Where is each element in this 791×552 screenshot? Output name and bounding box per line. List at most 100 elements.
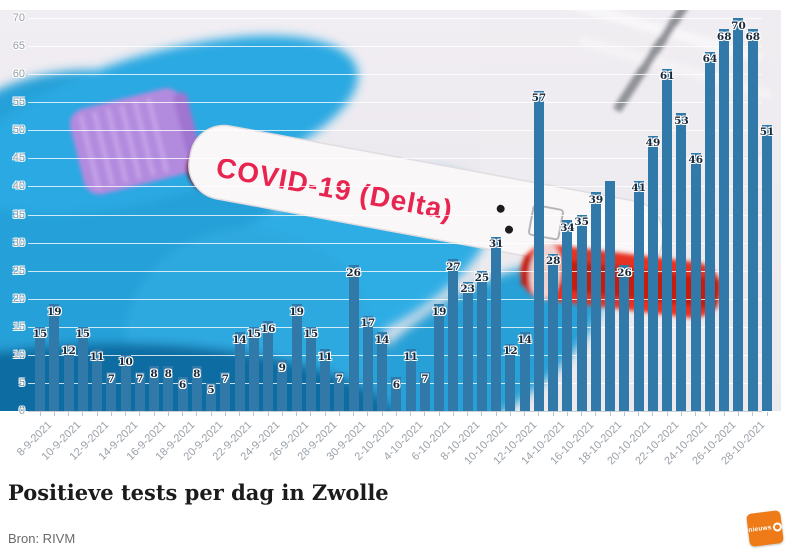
bar-value-label: 9 bbox=[278, 361, 286, 374]
bar bbox=[177, 377, 188, 411]
y-tick-label: 10 bbox=[12, 348, 25, 361]
axis-tick bbox=[552, 412, 554, 416]
bar bbox=[733, 18, 744, 411]
bar bbox=[562, 220, 573, 411]
axis-tick bbox=[566, 412, 568, 416]
dot-icon bbox=[496, 204, 505, 213]
axis-tick bbox=[353, 412, 355, 416]
gridline bbox=[28, 326, 762, 328]
axis-tick bbox=[410, 412, 412, 416]
axis-tick bbox=[481, 412, 483, 416]
bar bbox=[462, 281, 473, 411]
y-tick-label: 35 bbox=[12, 208, 25, 221]
bar-value-label: 19 bbox=[289, 305, 304, 318]
axis-tick bbox=[210, 412, 212, 416]
bar bbox=[106, 371, 117, 411]
axis-tick bbox=[438, 412, 440, 416]
bar-value-label: 26 bbox=[346, 266, 361, 279]
y-tick-label: 45 bbox=[12, 152, 25, 165]
y-tick-label: 65 bbox=[12, 40, 25, 53]
axis-tick bbox=[709, 412, 711, 416]
y-tick-label: 20 bbox=[12, 292, 25, 305]
bar-value-label: 7 bbox=[421, 373, 429, 386]
axis-tick bbox=[666, 412, 668, 416]
bar-value-label: 17 bbox=[360, 317, 376, 330]
bar bbox=[719, 29, 730, 411]
axis-tick bbox=[538, 412, 540, 416]
bar-value-label: 7 bbox=[335, 373, 343, 386]
bar-value-label: 10 bbox=[118, 356, 133, 369]
axis-tick bbox=[110, 412, 112, 416]
bar-value-label: 8 bbox=[164, 367, 172, 380]
axis-tick bbox=[467, 412, 469, 416]
bar bbox=[291, 304, 302, 411]
axis-tick bbox=[167, 412, 169, 416]
bar bbox=[448, 259, 459, 411]
bar bbox=[92, 349, 103, 411]
bar bbox=[220, 371, 231, 411]
bar bbox=[377, 332, 388, 411]
gridline bbox=[28, 270, 762, 272]
axis-tick bbox=[424, 412, 426, 416]
bar-value-label: 7 bbox=[136, 373, 144, 386]
gridline bbox=[28, 242, 762, 244]
bar-value-label: 28 bbox=[545, 255, 561, 268]
axis-tick bbox=[723, 412, 725, 416]
axis-tick bbox=[623, 412, 625, 416]
bar bbox=[206, 382, 217, 411]
bar-value-label: 5 bbox=[207, 384, 215, 397]
axis-tick bbox=[452, 412, 454, 416]
bar-value-label: 34 bbox=[560, 221, 575, 234]
bar-value-label: 6 bbox=[392, 378, 401, 391]
bar-value-label: 11 bbox=[89, 350, 105, 363]
bar bbox=[405, 349, 416, 411]
y-tick-label: 25 bbox=[12, 264, 25, 277]
bar-value-label: 46 bbox=[688, 154, 704, 167]
nieuws-logo: nieuws bbox=[746, 510, 784, 547]
axis-tick bbox=[125, 412, 127, 416]
y-tick-label: 15 bbox=[12, 320, 25, 333]
bar bbox=[391, 377, 402, 411]
axis-tick bbox=[96, 412, 98, 416]
y-tick-label: 55 bbox=[12, 96, 25, 109]
bar bbox=[334, 371, 345, 411]
bar-value-label: 57 bbox=[531, 92, 547, 105]
bar-value-label: 15 bbox=[32, 328, 48, 341]
axis-tick bbox=[652, 412, 654, 416]
bar bbox=[491, 236, 502, 411]
bar-value-label: 49 bbox=[645, 137, 661, 150]
bar-value-label: 68 bbox=[716, 30, 732, 43]
bar-value-label: 15 bbox=[246, 328, 262, 341]
bar bbox=[134, 371, 145, 411]
gridline bbox=[28, 214, 762, 216]
bar bbox=[320, 349, 331, 411]
bar-value-label: 14 bbox=[232, 333, 247, 346]
bar-value-label: 16 bbox=[260, 322, 276, 335]
chart-source: Bron: RIVM bbox=[8, 531, 76, 546]
bar-value-label: 12 bbox=[61, 345, 76, 358]
y-tick-label: 30 bbox=[12, 236, 25, 249]
bar-value-label: 53 bbox=[674, 114, 689, 127]
bar-value-label: 14 bbox=[517, 333, 532, 346]
bar-value-label: 39 bbox=[588, 193, 604, 206]
axis-tick bbox=[766, 412, 768, 416]
axis-tick bbox=[82, 412, 84, 416]
bar-value-label: 7 bbox=[221, 373, 229, 386]
bar-value-label: 11 bbox=[317, 350, 333, 363]
axis-tick bbox=[752, 412, 754, 416]
y-tick-label: 0 bbox=[18, 405, 25, 417]
bar-value-label: 6 bbox=[178, 378, 187, 391]
axis-tick bbox=[267, 412, 269, 416]
axis-tick bbox=[395, 412, 397, 416]
y-tick-label: 70 bbox=[12, 12, 25, 24]
bar-value-label: 51 bbox=[759, 126, 775, 139]
bar-value-label: 8 bbox=[150, 367, 158, 380]
bar-value-label: 68 bbox=[745, 30, 761, 43]
axis-tick bbox=[68, 412, 69, 416]
axis-tick bbox=[381, 412, 383, 416]
axis-tick bbox=[182, 412, 184, 416]
axis-tick bbox=[153, 412, 155, 416]
gridline bbox=[28, 74, 762, 76]
bar bbox=[277, 360, 288, 411]
bar-value-label: 14 bbox=[374, 333, 390, 346]
